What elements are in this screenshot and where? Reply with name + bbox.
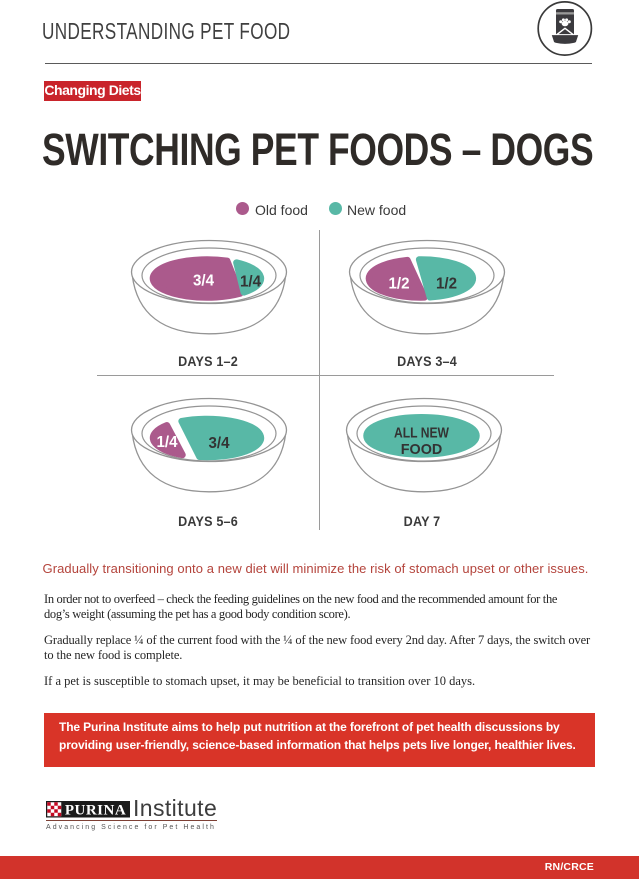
svg-text:3/4: 3/4 — [208, 435, 229, 452]
svg-text:ALL NEW: ALL NEW — [394, 424, 450, 441]
svg-text:1/4: 1/4 — [240, 274, 261, 291]
svg-text:3/4: 3/4 — [193, 273, 214, 290]
svg-text:1/2: 1/2 — [436, 275, 457, 292]
svg-text:1/2: 1/2 — [389, 275, 410, 292]
svg-text:FOOD: FOOD — [401, 441, 443, 458]
svg-text:PURINA: PURINA — [65, 803, 126, 818]
svg-text:1/4: 1/4 — [156, 434, 177, 451]
